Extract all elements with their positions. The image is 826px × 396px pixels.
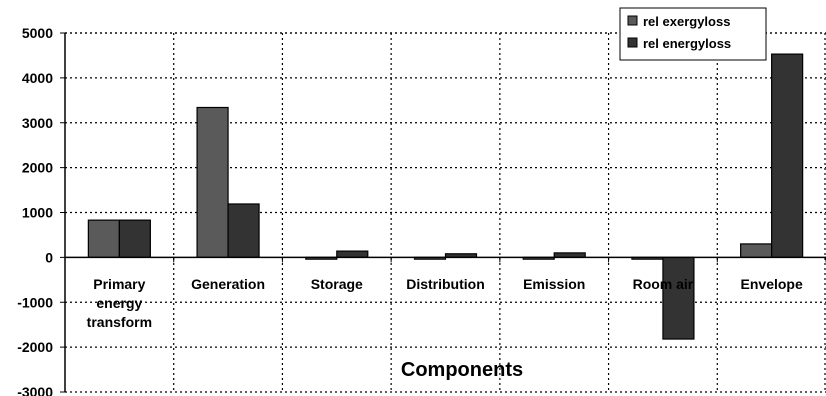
- bar-energyloss: [118, 219, 151, 258]
- category-label-line: Storage: [311, 276, 363, 292]
- bar-energyloss: [662, 256, 695, 340]
- legend-swatch: [627, 37, 638, 48]
- category-label: Emission: [523, 276, 585, 292]
- y-tick-label: 0: [45, 249, 53, 265]
- category-label: Distribution: [406, 276, 485, 292]
- legend-box: [619, 7, 767, 61]
- legend: rel exergyloss rel energyloss: [619, 7, 767, 61]
- category-label-line: Room air: [633, 276, 694, 292]
- bar-energyloss: [227, 203, 260, 258]
- y-tick-label: 4000: [22, 70, 53, 86]
- category-label: Storage: [311, 276, 363, 292]
- legend-label: rel exergyloss: [643, 14, 730, 29]
- category-label-line: Envelope: [741, 276, 803, 292]
- y-tick-label: 1000: [22, 205, 53, 221]
- category-label: Envelope: [741, 276, 803, 292]
- axes: [60, 32, 826, 393]
- bar-exergyloss: [196, 106, 229, 258]
- y-tick-label: 5000: [22, 25, 53, 41]
- category-label-line: energy: [96, 295, 142, 311]
- category-label: Room air: [633, 276, 694, 292]
- category-labels: Primary energy transform Generation Storage D…: [87, 276, 803, 330]
- legend-label: rel energyloss: [643, 36, 731, 51]
- y-tick-labels: 5000 4000 3000 2000 1000 0 -1000 -2000 -3000: [17, 25, 53, 396]
- category-label-line: Distribution: [406, 276, 485, 292]
- x-axis-label: Components: [401, 359, 523, 381]
- grid-lines: [65, 32, 826, 393]
- category-label-line: Emission: [523, 276, 585, 292]
- y-tick-label: -2000: [17, 339, 53, 355]
- bar-exergyloss: [87, 219, 120, 258]
- y-tick-label: -1000: [17, 294, 53, 310]
- bar-energyloss: [771, 53, 804, 258]
- bar-exergyloss: [740, 243, 773, 258]
- category-label: Primary energy transform: [87, 276, 152, 330]
- y-tick-label: -3000: [17, 384, 53, 396]
- legend-swatch: [627, 15, 638, 26]
- category-label-line: transform: [87, 314, 152, 330]
- category-label-line: Generation: [191, 276, 265, 292]
- y-tick-label: 2000: [22, 160, 53, 176]
- category-label: Generation: [191, 276, 265, 292]
- bars: [87, 53, 804, 340]
- y-tick-label: 3000: [22, 115, 53, 131]
- category-label-line: Primary: [93, 276, 145, 292]
- bar-energyloss: [336, 250, 369, 258]
